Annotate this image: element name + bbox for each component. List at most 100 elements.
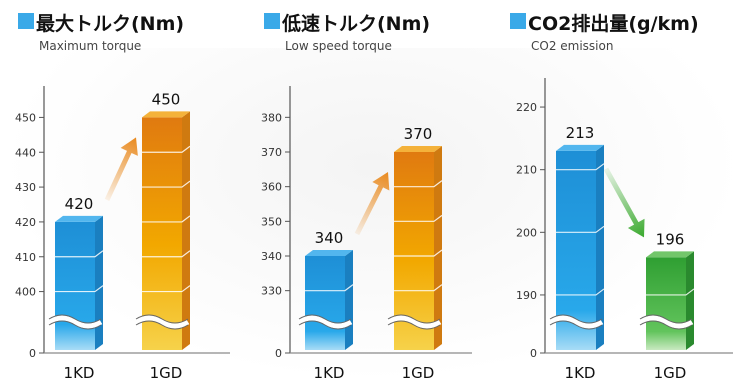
y-tick-label-zero: 0: [275, 347, 282, 360]
trend-arrow-up-icon: [354, 172, 390, 236]
chart-panel-3: CO2排出量(g/km) CO2 emission 190 200 210 220 0 213…: [510, 12, 733, 382]
category-label: 1KD: [64, 364, 95, 382]
bar-front: [305, 256, 345, 350]
y-tick-label: 360: [261, 181, 282, 194]
bar-1GD: 370 1GD: [386, 125, 443, 382]
axis-break-mark: [48, 320, 102, 330]
axis-break-mask: [134, 315, 190, 329]
title-square-icon: [510, 13, 526, 29]
bar-front: [55, 221, 95, 350]
y-tick-label: 400: [15, 286, 36, 299]
bar-1KD: 213 1KD: [548, 124, 605, 382]
bar-1GD: 196 1GD: [638, 230, 695, 382]
y-tick-label: 440: [15, 146, 36, 159]
axis-break-mark: [387, 314, 441, 324]
category-label: 1KD: [565, 364, 596, 382]
bar-side: [345, 250, 353, 350]
trend-arrow-down-icon: [603, 167, 645, 238]
bar-top: [305, 250, 353, 256]
chart-title: CO2排出量(g/km): [528, 12, 699, 35]
bar-segment-line: [142, 180, 191, 188]
bar-front: [646, 257, 686, 350]
chart-panel-2: 低速トルク(Nm) Low speed torque 330 340 350 360 370…: [261, 12, 472, 382]
bar-1GD: 450 1GD: [134, 90, 191, 382]
bar-segment-line: [556, 225, 605, 233]
y-tick-label: 350: [261, 215, 282, 228]
bar-segment-line: [55, 250, 104, 258]
bar-value-label: 450: [152, 90, 181, 108]
bar-top: [142, 111, 190, 118]
y-tick-label: 210: [516, 164, 537, 177]
y-tick-label-zero: 0: [29, 347, 36, 360]
axis-break-mark: [387, 320, 441, 330]
y-tick-label: 410: [15, 251, 36, 264]
bar-value-label: 196: [656, 230, 685, 248]
y-tick-label: 430: [15, 181, 36, 194]
axis-break-mark: [639, 314, 693, 324]
bar-value-label: 340: [315, 229, 344, 247]
bar-top: [556, 144, 604, 151]
axis-break-mask: [386, 315, 442, 329]
bar-1KD: 420 1KD: [47, 195, 104, 382]
bar-segment-line: [142, 215, 191, 223]
axis-break-mark: [298, 314, 352, 324]
bar-value-label: 420: [65, 195, 94, 213]
chart-title: 低速トルク(Nm): [281, 12, 430, 35]
y-tick-label: 420: [15, 216, 36, 229]
y-tick-label: 330: [261, 285, 282, 298]
axis-break-mask: [47, 315, 103, 329]
chart-subtitle: CO2 emission: [531, 39, 613, 53]
axis-break-mask: [297, 315, 353, 329]
category-label: 1GD: [150, 364, 183, 382]
chart-title: 最大トルク(Nm): [36, 12, 184, 35]
trend-arrow-up-icon: [104, 137, 138, 201]
title-square-icon: [18, 13, 34, 29]
y-tick-label: 380: [261, 111, 282, 124]
bar-segment-line: [394, 214, 443, 222]
bar-front: [142, 117, 182, 351]
bar-segment-line: [394, 284, 443, 292]
bar-top: [394, 146, 442, 152]
y-tick-label: 200: [516, 226, 537, 239]
axis-break-mark: [135, 314, 189, 324]
bar-side: [686, 251, 694, 350]
y-tick-label-zero: 0: [530, 347, 537, 360]
bar-value-label: 213: [566, 124, 595, 142]
bar-side: [596, 144, 604, 350]
axis-break-mark: [549, 320, 603, 330]
bar-segment-line: [394, 249, 443, 257]
y-tick-label: 340: [261, 250, 282, 263]
bar-segment-line: [142, 145, 191, 153]
chart-subtitle: Maximum torque: [39, 39, 141, 53]
chart-subtitle: Low speed torque: [285, 39, 392, 53]
axis-break-mark: [48, 314, 102, 324]
background-glow: [0, 48, 745, 383]
axis-break-mask: [548, 315, 604, 329]
axis-break-mark: [298, 320, 352, 330]
bar-value-label: 370: [404, 125, 433, 143]
axis-break-mark: [135, 320, 189, 330]
y-tick-label: 190: [516, 289, 537, 302]
bar-side: [434, 146, 442, 350]
bar-segment-line: [142, 250, 191, 258]
y-tick-label: 220: [516, 101, 537, 114]
axis-break-mask: [638, 315, 694, 329]
y-tick-label: 450: [15, 111, 36, 124]
chart-panel-1: 最大トルク(Nm) Maximum torque 400 410 420 430 440 45…: [15, 12, 230, 382]
bar-top: [55, 215, 103, 222]
category-label: 1KD: [314, 364, 345, 382]
title-square-icon: [264, 13, 280, 29]
bar-1KD: 340 1KD: [297, 229, 354, 382]
y-tick-label: 370: [261, 146, 282, 159]
bar-segment-line: [305, 284, 354, 292]
bar-segment-line: [55, 285, 104, 293]
category-label: 1GD: [654, 364, 687, 382]
bar-side: [95, 215, 103, 350]
bar-top: [646, 251, 694, 258]
bar-segment-line: [394, 180, 443, 188]
bar-segment-line: [142, 285, 191, 293]
bar-segment-line: [556, 163, 605, 171]
axis-break-mark: [549, 314, 603, 324]
